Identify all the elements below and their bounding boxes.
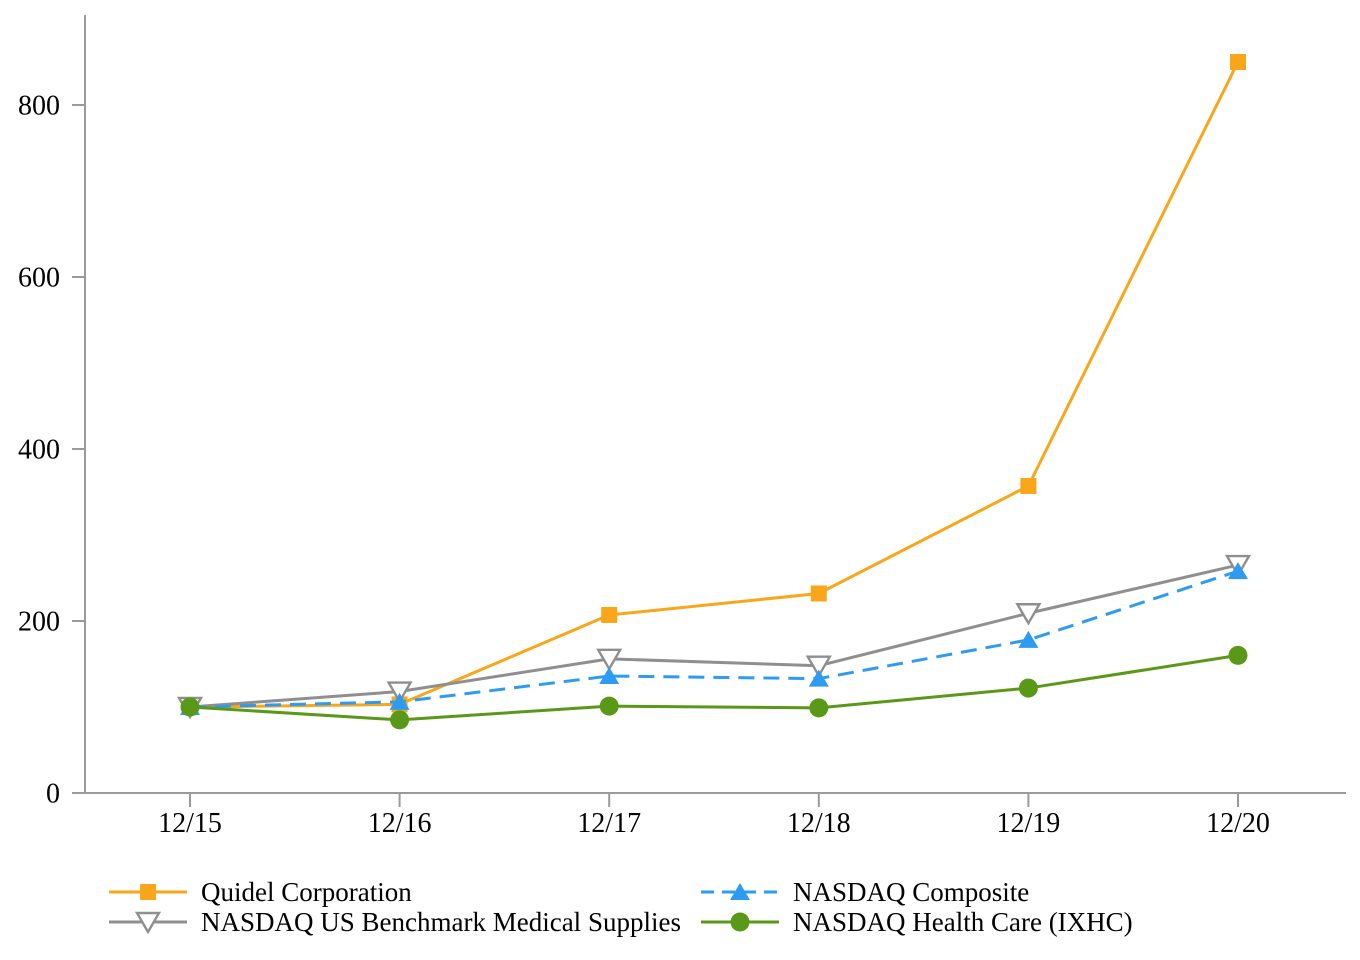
x-tick-label: 12/20	[1206, 808, 1270, 839]
legend-label-nasdaq-us-benchmark-medical-supplies: NASDAQ US Benchmark Medical Supplies	[201, 907, 681, 937]
data-point-nasdaq-us-benchmark-medical-supplies-1	[386, 681, 413, 704]
series-line-nasdaq-health-care-ixhc	[189, 653, 1239, 722]
legend-marker-circle-filled-icon	[730, 912, 750, 932]
x-tick-label: 12/17	[577, 808, 641, 839]
legend-item-nasdaq-health-care-ixhc: NASDAQ Health Care (IXHC)	[700, 907, 1133, 937]
data-point-nasdaq-composite-4	[1018, 630, 1039, 648]
data-point-nasdaq-health-care-ixhc-2	[599, 696, 619, 716]
legend-marker-triangle-down-open-icon	[134, 911, 162, 935]
data-point-quidel-corporation-3	[810, 585, 827, 602]
data-point-nasdaq-us-benchmark-medical-supplies-3	[805, 655, 832, 679]
y-tick-label: 400	[18, 435, 60, 466]
legend-sample-nasdaq-composite	[701, 883, 779, 900]
data-point-nasdaq-composite-5	[1228, 562, 1248, 580]
data-point-nasdaq-composite-1	[389, 692, 410, 710]
legend-sample-quidel-corporation	[109, 884, 187, 900]
data-point-quidel-corporation-5	[1230, 54, 1246, 70]
data-point-quidel-corporation-4	[1020, 477, 1037, 494]
legend-item-nasdaq-composite: NASDAQ Composite	[700, 877, 1133, 907]
legend-marker-triangle-up-filled-icon	[730, 883, 750, 900]
legend-marker-square-filled-icon	[140, 884, 156, 900]
legend-sample-nasdaq-health-care-ixhc	[701, 912, 779, 932]
y-tick-label: 200	[18, 607, 60, 638]
y-tick-label: 800	[18, 91, 60, 122]
legend-item-nasdaq-us-benchmark-medical-supplies: NASDAQ US Benchmark Medical Supplies	[108, 907, 700, 937]
series-line-nasdaq-us-benchmark-medical-supplies	[189, 563, 1239, 709]
legend-sample-nasdaq-us-benchmark-medical-supplies	[109, 911, 187, 935]
data-point-nasdaq-health-care-ixhc-5	[1228, 645, 1248, 665]
y-tick-label: 600	[18, 263, 60, 294]
data-point-nasdaq-composite-3	[808, 669, 829, 687]
series-line-nasdaq-composite	[189, 569, 1239, 709]
data-point-nasdaq-composite-2	[599, 667, 620, 685]
data-point-nasdaq-health-care-ixhc-1	[390, 710, 410, 730]
data-point-nasdaq-us-benchmark-medical-supplies-4	[1015, 603, 1042, 626]
x-tick-label: 12/19	[997, 808, 1061, 839]
x-tick-label: 12/16	[368, 808, 432, 839]
data-point-nasdaq-us-benchmark-medical-supplies-2	[596, 648, 623, 672]
data-point-quidel-corporation-2	[601, 606, 618, 623]
legend-label-nasdaq-health-care-ixhc: NASDAQ Health Care (IXHC)	[793, 907, 1133, 937]
data-point-nasdaq-health-care-ixhc-3	[809, 698, 829, 718]
x-tick-label: 12/15	[158, 808, 222, 839]
series-line-quidel-corporation	[189, 61, 1240, 709]
x-tick-label: 12/18	[787, 808, 851, 839]
legend-label-nasdaq-composite: NASDAQ Composite	[793, 877, 1030, 907]
legend-item-quidel-corporation: Quidel Corporation	[108, 877, 700, 907]
y-tick-label: 0	[46, 779, 60, 810]
legend-label-quidel-corporation: Quidel Corporation	[201, 877, 412, 907]
data-point-nasdaq-health-care-ixhc-0	[180, 697, 200, 717]
stock-performance-chart: 0 200 400 600 800 12/15 12/16 12/17 12/18 12/19 12…	[18, 15, 1346, 839]
data-point-nasdaq-health-care-ixhc-4	[1018, 678, 1038, 698]
chart-legend: Quidel Corporation NASDAQ Composite NASDAQ…	[108, 877, 1133, 937]
